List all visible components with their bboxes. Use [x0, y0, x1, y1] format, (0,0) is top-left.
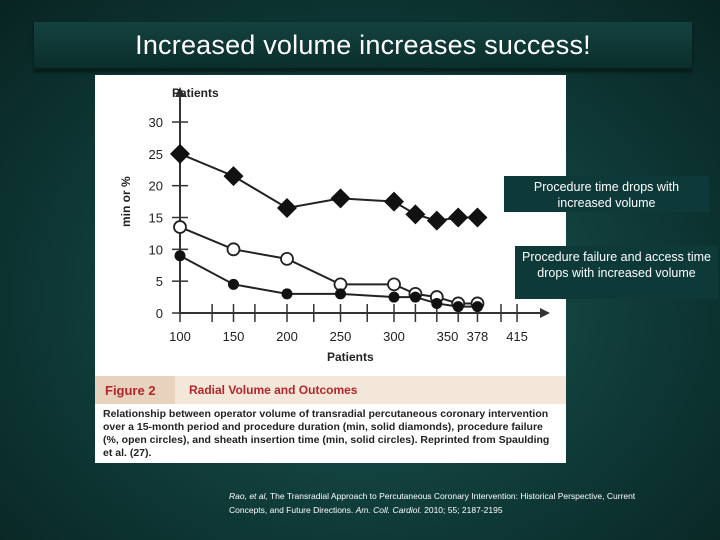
data-point-diamond: [223, 166, 244, 187]
y-tick-label: 10: [149, 242, 163, 257]
data-point-solid-circle: [281, 288, 293, 300]
x-tick-label: 378: [467, 329, 489, 344]
data-point-diamond: [405, 204, 426, 225]
figure-label: Figure 2: [95, 376, 175, 404]
x-tick-label: 350: [437, 329, 459, 344]
y-axis-arrow: [175, 87, 185, 97]
line-chart: Patients Patients min or % 0 5 10 15 20 25 30 100…: [119, 86, 550, 364]
citation: Rao, et al, The Transradial Approach to …: [229, 489, 649, 517]
x-tick-label: 150: [223, 329, 245, 344]
data-point-diamond: [426, 210, 447, 231]
figure-caption: Relationship between operator volume of …: [103, 408, 550, 459]
x-axis-arrow: [540, 308, 550, 318]
data-point-open-circle: [173, 220, 187, 234]
chart-axes: Patients Patients min or %: [119, 86, 550, 364]
chart-ticks: 0 5 10 15 20 25 30 100 150 200 250 300 350 378 415: [149, 115, 528, 344]
data-point-solid-circle: [431, 297, 443, 309]
figure-panel: Patients Patients min or % 0 5 10 15 20 25 30 100…: [95, 75, 566, 463]
data-point-diamond: [330, 188, 351, 209]
top-axis-label: Patients: [172, 86, 219, 100]
y-tick-label: 5: [156, 274, 163, 289]
series-line-solid-diamond: [179, 152, 478, 222]
citation-text: The Transradial Approach to Percutaneous…: [229, 491, 636, 515]
data-point-diamond: [467, 207, 488, 228]
data-point-solid-circle: [335, 288, 346, 300]
callout-procedure-time: Procedure time drops with increased volu…: [504, 176, 709, 212]
data-point-solid-circle: [388, 291, 400, 303]
data-point-solid-circle: [228, 278, 239, 290]
data-point-diamond: [277, 197, 297, 218]
x-tick-label: 200: [276, 329, 298, 344]
y-tick-label: 15: [149, 211, 163, 226]
data-point-solid-circle: [409, 291, 421, 303]
y-axis-title: min or %: [119, 176, 133, 227]
data-point-diamond: [448, 207, 469, 228]
x-tick-label: 250: [330, 329, 352, 344]
figure-header: Figure 2 Radial Volume and Outcomes: [95, 376, 566, 404]
slide-title: Increased volume increases success!: [135, 29, 591, 60]
callout-procedure-failure: Procedure failure and access time drops …: [515, 246, 718, 299]
slide-title-bar: Increased volume increases success!: [34, 22, 692, 70]
x-tick-label: 300: [383, 329, 405, 344]
y-tick-label: 0: [156, 306, 163, 321]
data-point-solid-circle: [452, 301, 464, 313]
data-point-solid-circle: [471, 301, 483, 313]
y-tick-label: 20: [149, 179, 163, 194]
x-tick-label: 415: [506, 329, 528, 344]
y-tick-label: 30: [149, 115, 163, 130]
citation-author: Rao, et al,: [229, 491, 268, 501]
data-point-open-circle: [387, 277, 401, 292]
citation-journal: Am. Coll. Cardiol.: [355, 505, 422, 515]
data-point-solid-circle: [174, 250, 186, 262]
data-point-open-circle: [226, 242, 241, 257]
data-point-diamond: [170, 143, 190, 164]
y-tick-label: 25: [149, 147, 163, 162]
chart-series: [170, 143, 488, 313]
x-tick-label: 100: [169, 329, 191, 344]
citation-ref: 2010; 55; 2187-2195: [421, 505, 503, 515]
x-axis-title: Patients: [327, 350, 374, 364]
figure-title: Radial Volume and Outcomes: [189, 383, 358, 397]
data-point-diamond: [384, 191, 404, 212]
data-point-open-circle: [280, 251, 294, 266]
